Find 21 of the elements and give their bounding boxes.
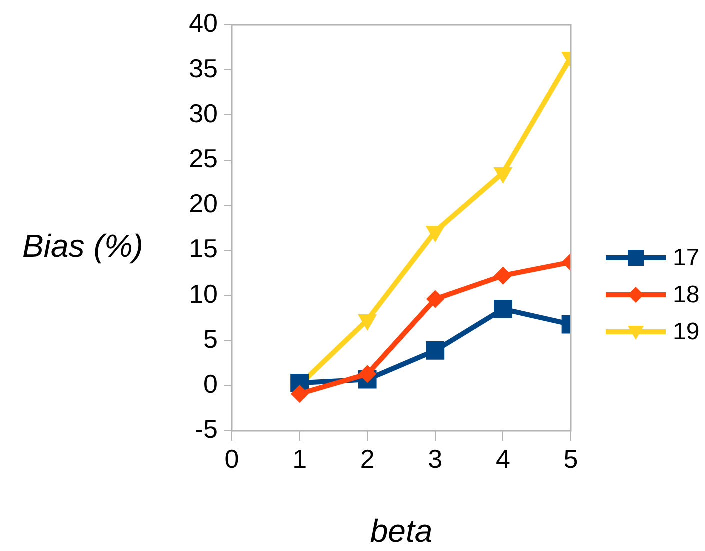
- x-tick-label: 1: [292, 444, 308, 474]
- legend-label: 19: [673, 318, 700, 346]
- y-tick-label: 20: [189, 188, 218, 219]
- x-tick-label: 3: [428, 444, 443, 474]
- legend-label: 18: [673, 282, 700, 309]
- y-tick-label: 15: [189, 234, 218, 264]
- x-tick-label: 2: [360, 444, 375, 474]
- y-tick-label: 40: [189, 8, 218, 38]
- x-tick-label: 5: [564, 444, 578, 474]
- y-tick-label: 25: [189, 144, 218, 174]
- y-axis-title: Bias (%): [22, 228, 144, 264]
- x-tick-label: 0: [224, 444, 240, 474]
- x-axis-title: beta: [370, 512, 433, 549]
- y-tick-label: 5: [204, 324, 218, 354]
- y-tick-label: 30: [189, 98, 218, 128]
- y-tick-label: 35: [189, 53, 218, 84]
- y-tick-label: 0: [204, 369, 218, 400]
- x-tick-label: 4: [496, 444, 510, 474]
- y-tick-label: -5: [194, 414, 218, 444]
- legend-label: 17: [673, 244, 700, 272]
- y-tick-label: 10: [189, 278, 218, 309]
